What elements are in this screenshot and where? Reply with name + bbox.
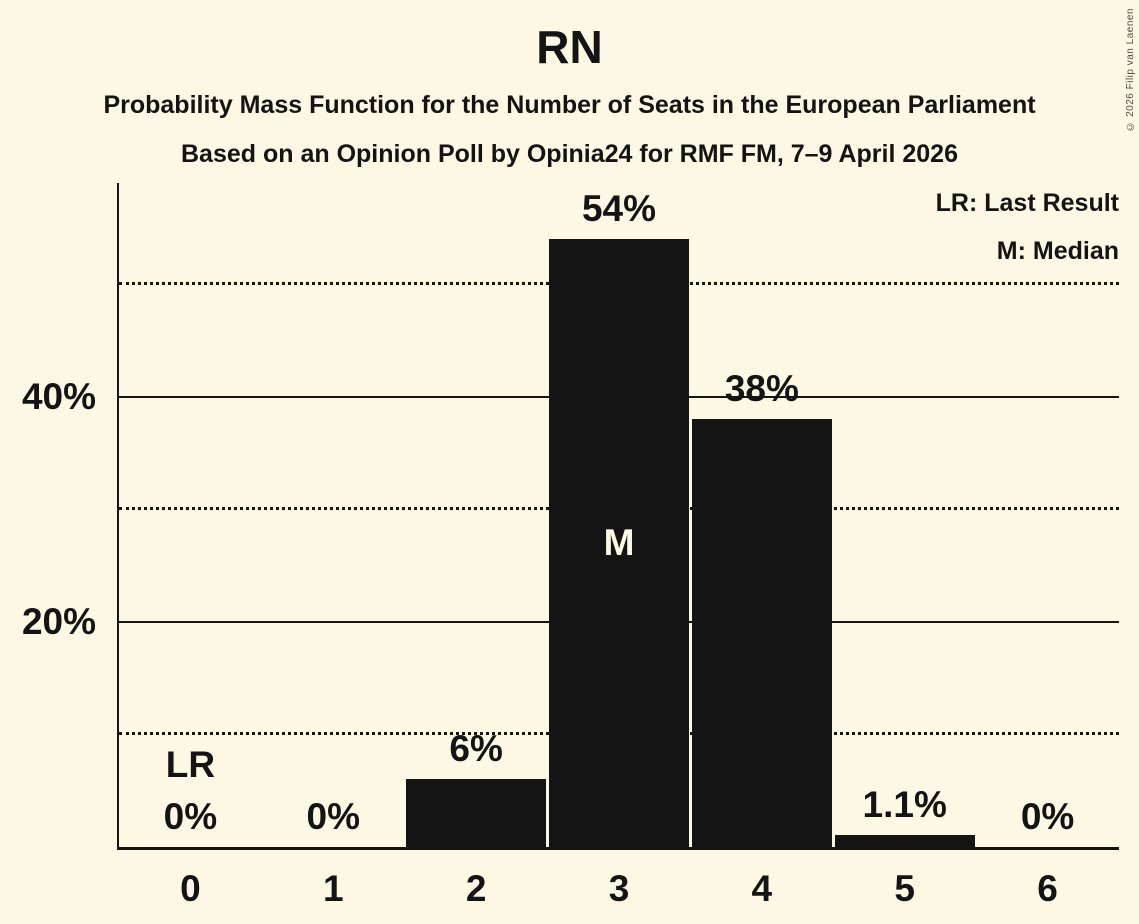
bar-5 (834, 834, 975, 847)
bar-label-5: 1.1% (862, 783, 947, 825)
bar-label-3: 54% (581, 188, 657, 230)
bar-label-1: 0% (306, 796, 360, 837)
bar-2 (406, 779, 547, 847)
legend: LR: Last Result M: Median (936, 179, 1119, 275)
x-tick-4: 4 (751, 868, 773, 909)
x-tick-5: 5 (894, 868, 915, 909)
x-tick-3: 3 (608, 868, 630, 909)
y-tick-40: 40% (21, 375, 96, 417)
y-tick-20: 20% (21, 600, 96, 642)
x-tick-2: 2 (465, 868, 487, 909)
annotation-m: M (603, 522, 635, 564)
chart-source-line: Based on an Opinion Poll by Opinia24 for… (181, 140, 958, 168)
bar-label-0: 0% (163, 796, 218, 837)
x-axis-line (117, 847, 1119, 850)
x-tick-0: 0 (180, 868, 201, 909)
annotation-lr: LR (165, 744, 216, 785)
bar-4 (691, 419, 832, 847)
bar-label-6: 0% (1020, 796, 1075, 837)
plot-area: 0% 0% 6% 54% 38% 1.1% 0% LR M (119, 183, 1119, 847)
bar-3 (549, 239, 689, 847)
bar-label-4: 38% (724, 368, 799, 410)
x-tick-1: 1 (322, 868, 344, 909)
bar-label-2: 6% (449, 728, 503, 770)
chart-subtitle: Probability Mass Function for the Number… (103, 91, 1036, 119)
x-tick-6: 6 (1037, 868, 1058, 909)
copyright-notice: © 2026 Filip van Laenen (1125, 8, 1136, 132)
y-axis-line (117, 183, 119, 850)
legend-median: M: Median (996, 237, 1119, 265)
legend-last-result: LR: Last Result (935, 189, 1119, 217)
chart-title: RN (536, 21, 603, 73)
